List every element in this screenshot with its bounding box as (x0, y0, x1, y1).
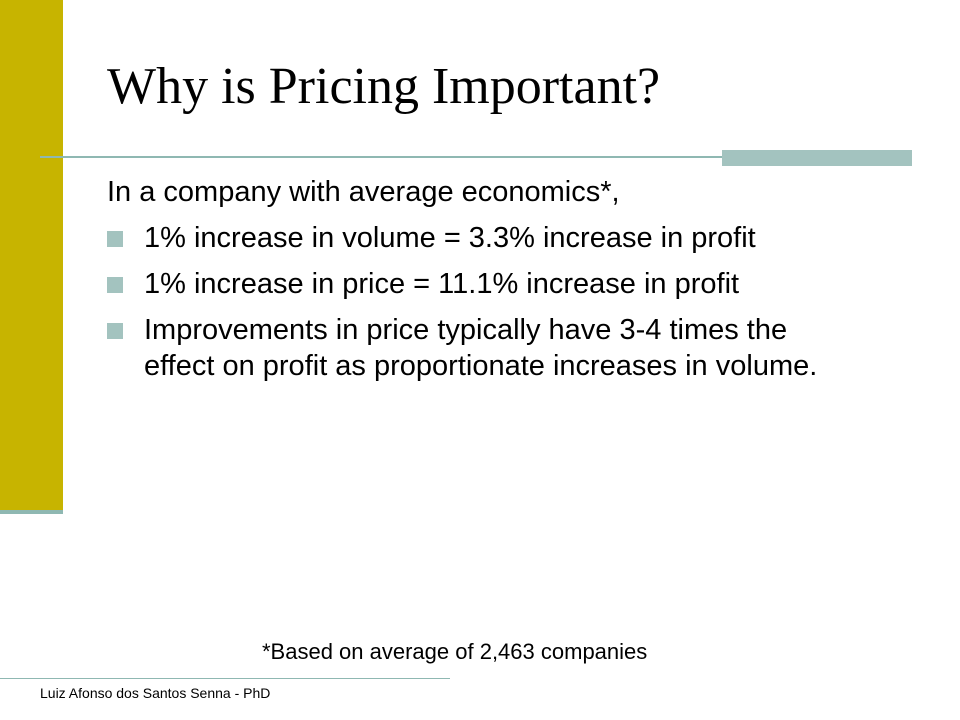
bullet-text: Improvements in price typically have 3-4… (144, 314, 818, 382)
square-bullet-icon (107, 231, 123, 247)
bullet-item: Improvements in price typically have 3-4… (107, 312, 847, 384)
left-accent-bar (0, 0, 63, 510)
bullet-list: 1% increase in volume = 3.3% increase in… (107, 220, 847, 384)
bullet-item: 1% increase in price = 11.1% increase in… (107, 266, 847, 302)
footnote: *Based on average of 2,463 companies (262, 639, 648, 664)
title-divider-accent (722, 150, 912, 166)
square-bullet-icon (107, 277, 123, 293)
bullet-text: 1% increase in price = 11.1% increase in… (144, 268, 740, 300)
slide-title: Why is Pricing Important? (107, 58, 661, 115)
left-accent-bar-underline (0, 510, 63, 514)
square-bullet-icon (107, 323, 123, 339)
title-divider-line (40, 156, 912, 158)
bullet-text: 1% increase in volume = 3.3% increase in… (144, 222, 756, 254)
intro-text: In a company with average economics*, (107, 176, 620, 208)
bullet-item: 1% increase in volume = 3.3% increase in… (107, 220, 847, 256)
footer-divider-line (0, 678, 450, 679)
footer-author: Luiz Afonso dos Santos Senna - PhD (40, 685, 271, 701)
slide-body: In a company with average economics*, 1%… (107, 174, 847, 394)
